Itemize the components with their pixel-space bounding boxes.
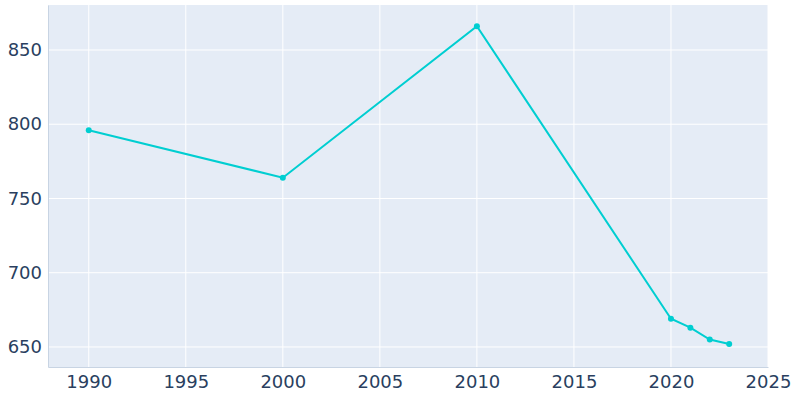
y-axis-line [48, 6, 49, 368]
x-tick: 2000 [260, 367, 306, 392]
y-axis: 650 700 750 800 850 [8, 6, 49, 368]
x-tick-label: 2015 [552, 371, 598, 392]
x-tick: 1995 [163, 367, 209, 392]
marker [474, 23, 480, 29]
x-axis: 1990 1995 2000 2005 2010 2015 2020 2025 [49, 367, 792, 392]
y-tick: 650 [8, 336, 48, 357]
grid-line-y [48, 124, 768, 125]
x-tick-label: 2010 [454, 371, 500, 392]
grid-line-x [768, 5, 769, 367]
grid-line-y [48, 346, 768, 347]
y-tick: 850 [8, 39, 48, 60]
grid-line-x [379, 5, 380, 367]
grid-line-y [48, 198, 768, 199]
grid-line-x [185, 5, 186, 367]
grid-line-x [670, 5, 671, 367]
y-tick-label: 750 [8, 188, 42, 209]
grid-line-y [48, 49, 768, 50]
marker [668, 316, 674, 322]
x-axis-line [49, 367, 769, 368]
x-tick: 2015 [552, 367, 598, 392]
x-tick: 2010 [454, 367, 500, 392]
x-tick: 2005 [357, 367, 403, 392]
marker [86, 127, 92, 133]
x-tick: 2025 [746, 367, 792, 392]
plot-background [48, 5, 768, 367]
x-tick-label: 1990 [66, 371, 112, 392]
series [86, 23, 732, 347]
x-tick-label: 2005 [357, 371, 403, 392]
y-tick: 800 [8, 113, 48, 134]
marker [280, 175, 286, 181]
x-tick-label: 2000 [260, 371, 306, 392]
y-tick-label: 650 [8, 336, 42, 357]
y-tick-label: 800 [8, 113, 42, 134]
grid-line-y [48, 272, 768, 273]
grid-line-x [88, 5, 89, 367]
x-tick: 2020 [649, 367, 695, 392]
x-tick-label: 2025 [746, 371, 792, 392]
x-tick: 1990 [66, 367, 112, 392]
chart: 1990 1995 2000 2005 2010 2015 2020 2025 650 700 75… [0, 0, 800, 400]
x-tick-label: 1995 [163, 371, 209, 392]
x-tick-label: 2020 [649, 371, 695, 392]
marker [687, 325, 693, 331]
grid-line-x [476, 5, 477, 367]
y-tick-label: 700 [8, 262, 42, 283]
marker [726, 341, 732, 347]
plot: 1990 1995 2000 2005 2010 2015 2020 2025 650 700 75… [8, 5, 792, 392]
grid [48, 5, 768, 367]
y-tick: 700 [8, 262, 48, 283]
grid-line-x [573, 5, 574, 367]
marker [707, 337, 713, 343]
y-tick-label: 850 [8, 39, 42, 60]
y-tick: 750 [8, 188, 48, 209]
grid-line-x [282, 5, 283, 367]
line [89, 26, 729, 344]
